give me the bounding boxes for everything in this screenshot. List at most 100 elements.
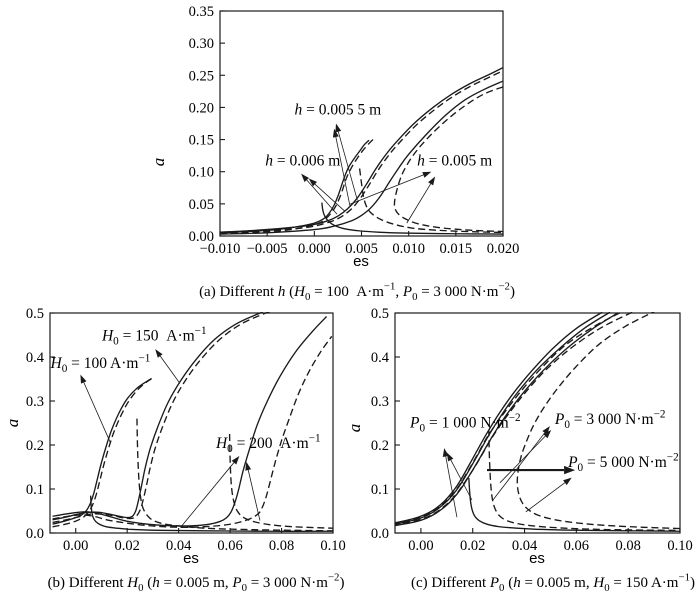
leader-c-1-head (446, 452, 454, 462)
x-tick-label-b: 0.00 (63, 538, 88, 554)
leader-c-2-head (542, 426, 550, 435)
curve-c-p0-5000-n-m2-solid- (394, 312, 619, 527)
caption-c-seg: = 150 A·m (610, 575, 679, 591)
y-tick-label-b: 0.1 (26, 482, 44, 498)
caption-b: (b) Different H0 (h = 0.005 m, P0 = 3 00… (48, 572, 345, 594)
x-tick-label-a: −0.010 (200, 241, 241, 257)
curve-a-h-0.006-m-dashed- (219, 138, 375, 235)
label-H0-150: H0 = 150 A·m−1 (101, 325, 207, 348)
x-tick-label-a: 0.020 (487, 241, 520, 257)
x-tick-label-c: 0.10 (667, 538, 692, 554)
caption-b-seg: = 0.005 m, (160, 575, 233, 591)
leader-c-5-head (563, 477, 572, 486)
x-tick-label-a: 0.010 (392, 241, 425, 257)
leader-b-1-head (80, 374, 87, 384)
leader-a-3-line (314, 183, 345, 212)
leader-a-5-line (406, 183, 432, 224)
y-tick-label-b: 0.4 (26, 350, 45, 366)
caption-c-seg: ) (690, 575, 695, 591)
y-axis-label-a: a (149, 158, 168, 167)
label-P0-1000-seg: 0 (419, 422, 425, 434)
label-P0-3000-seg: P (554, 411, 565, 428)
x-tick-label-c: 0.02 (460, 538, 485, 554)
label-h-0.005: h = 0.005 m (417, 152, 492, 169)
y-tick-label-a: 0.20 (189, 100, 214, 116)
label-P0-5000-seg: P (567, 454, 578, 471)
y-tick-label-a: 0.10 (189, 165, 214, 181)
curves-b (52, 312, 334, 532)
curve-b-h0-100-a-m-dashed- (52, 376, 155, 528)
label-H0-100: H0 = 100 A·m−1 (50, 353, 151, 376)
caption-a-seg: −2 (498, 281, 510, 293)
caption-a: (a) Different h (H0 = 100 A·m−1, P0 = 3 … (199, 281, 515, 303)
caption-b-seg: ) (339, 575, 344, 591)
curve-b-h0-200-a-m-fold-branch-dashed- (228, 433, 334, 529)
label-h-0.006-seg: = 0.006 m (273, 152, 340, 169)
y-tick-label-a: 0.15 (189, 133, 214, 149)
curve-b-h0-100-a-m-fold-branch-solid- (89, 495, 334, 532)
y-axis-label-b: a (3, 419, 22, 428)
curve-c-p0-3000-n-m2-fold-branch-dashed- (488, 429, 681, 532)
x-tick-label-a: 0.005 (345, 241, 378, 257)
x-tick-label-a: 0.015 (440, 241, 473, 257)
curve-c-p0-1000-n-m2-solid- (394, 312, 603, 524)
y-axis-label-c: a (345, 424, 364, 433)
label-h-0.006: h = 0.006 m (265, 152, 340, 169)
label-P0-3000-seg: 0 (564, 419, 570, 431)
label-h-0.0055: h = 0.005 5 m (295, 102, 382, 119)
leader-c-4-head (564, 465, 576, 475)
leader-b-2-head (231, 456, 240, 465)
y-tick-label-b: 0.5 (26, 306, 44, 322)
caption-b-seg: = 3 000 N·m (247, 575, 328, 591)
x-tick-label-a: −0.005 (247, 241, 288, 257)
plot-frame-a (219, 10, 504, 237)
label-P0-3000: P0 = 3 000 N·m−2 (554, 408, 666, 431)
leader-a-1-line (335, 136, 351, 208)
curve-c-p0-5000-n-m2-with-fold-dashed- (516, 312, 681, 530)
caption-c-seg: 0 (499, 582, 504, 594)
leader-b-3-head (245, 461, 252, 471)
y-tick-label-c: 0.1 (371, 482, 389, 498)
label-P0-3000-seg: = 3 000 N·m (570, 411, 654, 428)
label-P0-1000-seg: P (409, 414, 420, 431)
x-tick-label-c: 0.08 (615, 538, 640, 554)
x-tick-label-c: 0.04 (512, 538, 538, 554)
y-tick-label-c: 0.2 (371, 438, 389, 454)
label-H0-100-seg: H (50, 355, 63, 372)
y-tick-label-b: 0.2 (26, 438, 44, 454)
label-H0-200-seg: = 200 A·m (233, 435, 309, 452)
leader-c-0-line (445, 456, 458, 518)
caption-c-seg: P (489, 575, 499, 591)
curves-a (219, 66, 504, 235)
leader-a-4-head (422, 171, 432, 178)
label-H0-150-seg: H (101, 327, 114, 344)
curve-a-h-0.005-5-m-dashed- (219, 70, 504, 234)
label-P0-5000-seg: = 5 000 N·m (583, 454, 667, 471)
curve-a-h-0.005-5-m-solid- (219, 66, 504, 233)
x-tick-label-b: 0.04 (166, 538, 192, 554)
caption-c-seg: −1 (678, 572, 690, 584)
y-tick-label-a: 0.30 (189, 36, 214, 52)
curve-c-p0-1000-n-m2-fold-branch-solid- (468, 477, 681, 532)
x-tick-label-b: 0.02 (114, 538, 139, 554)
curve-a-h-0.005-m-solid- (219, 80, 504, 235)
y-tick-label-a: 0.05 (189, 197, 214, 213)
curve-a-h-0.005-m-with-fold-dashed- (393, 86, 504, 233)
label-H0-150-seg: = 150 A·m (119, 327, 195, 344)
caption-a-seg: = 100 A·m (310, 284, 384, 300)
leader-c-5-line (525, 482, 566, 513)
x-tick-label-a: 0.000 (298, 241, 331, 257)
caption-c-seg: ( (504, 575, 513, 591)
label-P0-1000-seg: = 1 000 N·m (425, 414, 509, 431)
label-H0-200: H0 = 200 A·m−1 (215, 433, 321, 456)
caption-b-seg: H (126, 575, 139, 591)
label-H0-200-seg: 0 (227, 443, 233, 455)
curve-b-h0-200-a-m-dashed- (52, 335, 333, 528)
leader-a-2-head (301, 173, 309, 182)
x-tick-label-b: 0.10 (320, 538, 345, 554)
curve-b-h0-150-a-m-dashed- (52, 312, 271, 524)
chart-c: 0.00 0.02 0.04 0.06 0.08 0.10 0.0 0.1 0.2 0.3 0.4 0… (345, 306, 695, 594)
label-H0-150-seg: −1 (195, 325, 207, 337)
label-P0-1000-seg: −2 (509, 412, 521, 424)
caption-b-seg: P (231, 575, 241, 591)
